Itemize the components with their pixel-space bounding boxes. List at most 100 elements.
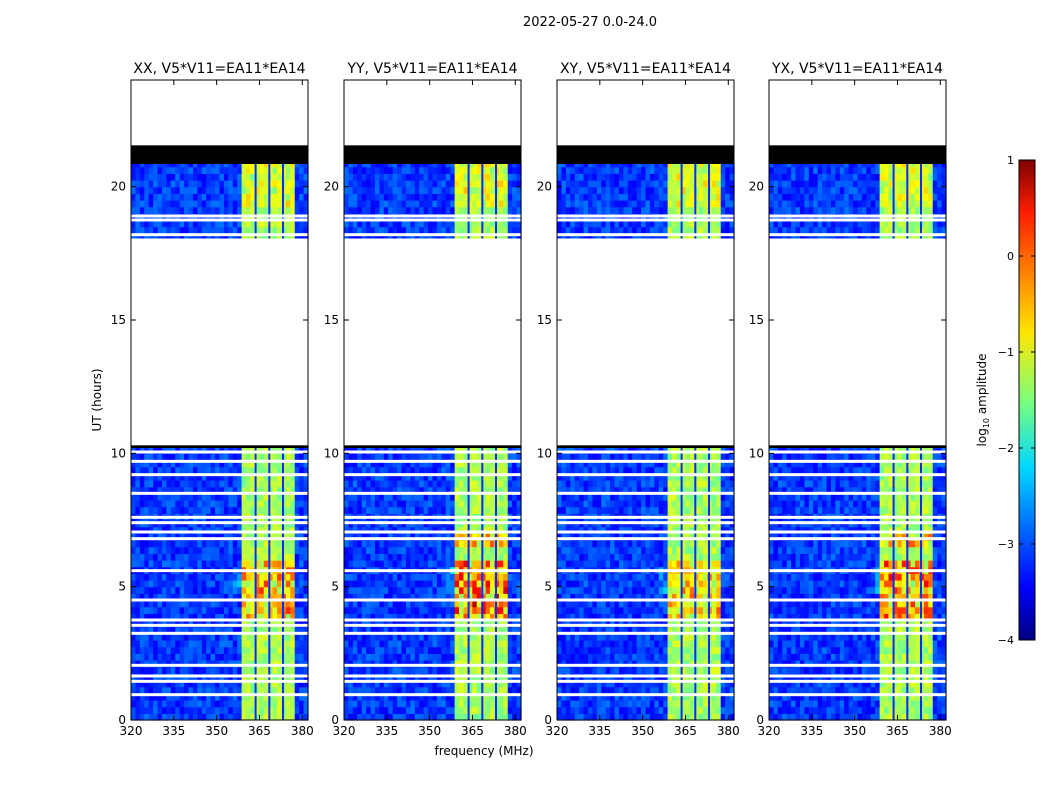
heat-cell [490,220,496,228]
heat-cell [179,553,185,561]
heat-cell [290,613,296,621]
heat-cell [667,653,673,661]
heat-cell [166,660,172,668]
heat-cell [503,206,509,214]
heat-cell [148,700,154,708]
heat-cell [157,546,163,554]
heat-cell [401,206,407,214]
heat-cell [463,613,469,621]
heat-cell [503,200,509,208]
heat-cell [374,186,380,194]
heat-cell [161,526,167,534]
heat-cell [698,660,704,668]
heat-cell [268,680,274,688]
heat-cell [481,453,487,461]
heat-cell [498,166,504,174]
heat-cell [352,640,358,648]
heat-cell [374,453,380,461]
heat-cell [241,613,247,621]
heat-cell [303,680,309,688]
heat-cell [175,533,181,541]
heat-cell [166,580,172,588]
heat-cell [157,186,163,194]
heat-cell [481,546,487,554]
heat-cell [219,446,225,454]
heat-cell [210,666,216,674]
heat-cell [583,700,589,708]
heat-cell [144,620,150,628]
heat-cell [215,226,221,234]
heat-cell [344,660,350,668]
heat-cell [153,713,159,721]
heat-cell [405,220,411,228]
heat-cell [237,693,243,701]
heat-cell [716,653,722,661]
heat-cell [436,646,442,654]
heat-cell [512,546,518,554]
flag-gap [131,459,308,463]
heat-cell [246,533,252,541]
heat-cell [490,560,496,568]
heat-cell [166,460,172,468]
heat-cell [263,220,269,228]
heat-cell [485,580,491,588]
heat-cell [441,460,447,468]
heat-cell [237,526,243,534]
heat-cell [410,613,416,621]
heat-cell [277,526,283,534]
heat-cell [237,680,243,688]
heat-cell [476,166,482,174]
heat-cell [405,486,411,494]
heat-cell [498,640,504,648]
heat-cell [463,493,469,501]
heat-cell [210,166,216,174]
heat-cell [503,600,509,608]
heat-cell [441,553,447,561]
heat-cell [299,173,305,181]
heat-cell [374,680,380,688]
heat-cell [144,593,150,601]
heat-cell [197,686,203,694]
heat-cell [401,653,407,661]
heat-cell [237,533,243,541]
heat-cell [148,553,154,561]
heat-cell [419,220,425,228]
heat-cell [490,553,496,561]
heat-cell [374,506,380,514]
heat-cell [405,526,411,534]
heat-cell [259,653,265,661]
heat-cell [472,706,478,714]
heat-cell [344,713,350,721]
heat-cell [672,640,678,648]
heat-cell [698,680,704,688]
heat-cell [184,500,190,508]
x-tick-label: 335 [162,724,185,738]
heat-cell [397,446,403,454]
heat-cell [423,693,429,701]
heat-cell [645,713,651,721]
heat-cell [179,640,185,648]
heat-cell [498,660,504,668]
heat-cell [401,573,407,581]
heat-cell [303,226,309,234]
heat-cell [201,173,207,181]
heat-cell [405,686,411,694]
heat-cell [250,166,256,174]
heat-cell [397,233,403,241]
heat-cell [299,453,305,461]
heat-cell [157,606,163,614]
heat-cell [344,193,350,201]
heat-cell [392,606,398,614]
heat-cell [374,526,380,534]
heat-cell [179,646,185,654]
heat-cell [175,180,181,188]
heat-cell [459,540,465,548]
heat-cell [268,206,274,214]
heat-cell [250,500,256,508]
heat-cell [414,713,420,721]
heat-cell [135,600,141,608]
heat-cell [467,233,473,241]
heat-cell [410,693,416,701]
heat-cell [503,180,509,188]
heat-cell [361,473,367,481]
